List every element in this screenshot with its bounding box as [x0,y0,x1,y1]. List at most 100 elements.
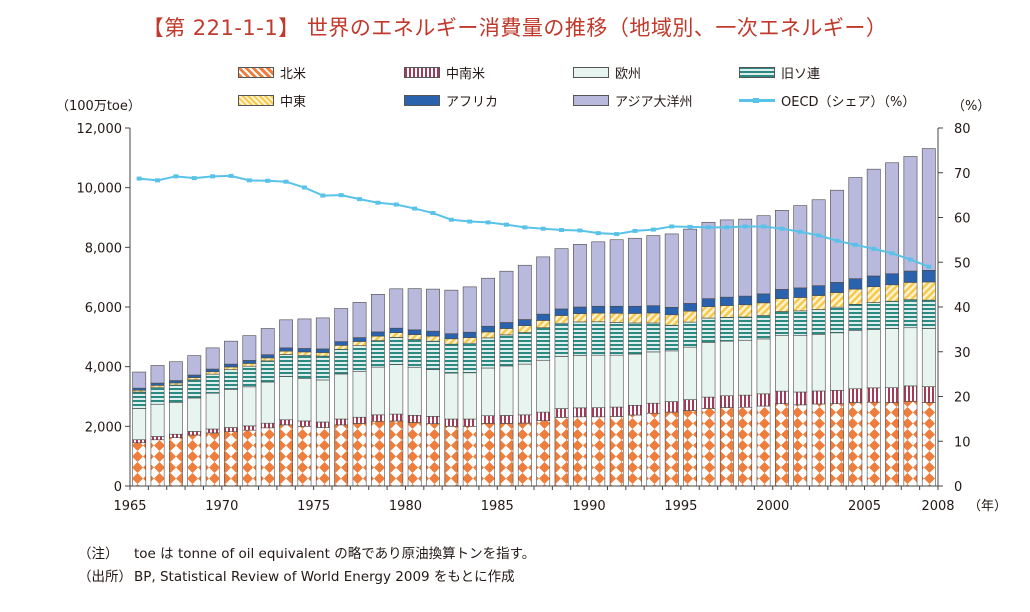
bar-segment-former_soviet-1994 [664,324,679,352]
oecd-point-1970 [228,173,234,178]
bar-segment-europe-1989 [572,355,587,409]
x-tick-label: 1990 [573,499,606,514]
bar-segment-asia_pacific-2008 [921,148,936,271]
bar-segment-asia_pacific-1992 [628,237,642,307]
bar-segment-asia_pacific-2005 [866,168,881,277]
bar-segment-north_america-1992 [628,414,642,487]
y-tick-label: 10,000 [77,182,123,197]
bar-segment-asia_pacific-1981 [426,288,440,332]
legend-label: 欧州 [615,66,642,82]
bar-segment-north_america-2007 [903,400,918,487]
bar-segment-asia_pacific-1970 [224,340,238,365]
bar-segment-former_soviet-2006 [885,300,899,329]
bar-segment-latin_america-2001 [793,391,808,406]
y-tick-label: 4,000 [85,361,122,376]
horizontal-stripe-swatch [739,66,775,78]
bar-segment-europe-2004 [848,330,863,390]
bar-segment-middle_east-1968 [187,377,202,381]
bar-segment-former_soviet-1970 [224,369,238,390]
bar-segment-north_america-1965 [132,442,147,487]
bar-segment-africa-2000 [774,289,789,299]
oecd-point-1992 [632,228,638,233]
bar-segment-europe-1985 [499,365,514,416]
bar-segment-north_america-1996 [701,408,716,487]
bar-segment-europe-1966 [150,403,165,437]
bar-segment-middle_east-2000 [774,298,789,312]
legend-label: 中南米 [446,66,486,82]
bar-segment-latin_america-2007 [903,385,918,402]
bar-segment-former_soviet-1967 [169,384,183,403]
bar-segment-latin_america-1969 [205,428,220,434]
oecd-point-1981 [430,211,436,216]
bar-segment-latin_america-2008 [921,386,936,403]
diagonal-stripe-swatch [238,94,274,106]
bar-segment-europe-1976 [334,373,349,420]
bar-segment-latin_america-1990 [591,407,606,418]
bar-segment-africa-1997 [719,296,734,306]
bar-segment-north_america-1966 [150,439,165,487]
bar-segment-middle_east-1997 [719,305,734,318]
bar-segment-middle_east-1977 [352,341,367,346]
bar-segment-europe-2008 [921,328,936,387]
bar-segment-asia_pacific-1990 [591,241,606,307]
bar-segment-asia_pacific-1996 [701,221,716,299]
bar-segment-north_america-1986 [517,422,532,487]
legend-label: 北米 [280,66,307,82]
bar-segment-europe-1970 [224,389,238,428]
bar-segment-asia_pacific-2004 [848,177,863,279]
bar-segment-europe-2002 [811,334,826,392]
x-tick-label: 1975 [297,499,330,514]
chart-legend: 北米 中南米 欧州 旧ソ連 中東 アフリカ アジア大洋州 OECD（シェア）（%） [238,62,958,118]
bar-segment-middle_east-1995 [683,310,697,323]
bar-segment-north_america-1971 [242,429,257,487]
diamond-pattern-swatch [238,66,274,78]
bar-segment-asia_pacific-1995 [683,228,697,304]
bar-segment-europe-1988 [554,356,569,409]
footnote-source: （出所） BP, Statistical Review of World Ene… [78,566,535,589]
chart-title: 【第 221-1-1】 世界のエネルギー消費量の推移（地域別、一次エネルギー） [142,16,888,40]
bar-segment-africa-1986 [517,319,532,326]
oecd-point-1982 [448,217,454,222]
bar-segment-former_soviet-1992 [628,322,642,355]
bar-segment-north_america-2008 [921,402,936,487]
bar-segment-former_soviet-2001 [793,310,808,336]
oecd-point-2002 [816,233,822,238]
bar-segment-former_soviet-1982 [444,343,459,374]
bar-segment-africa-2004 [848,278,863,290]
bar-segment-europe-1978 [370,366,385,416]
x-tick-label: 2000 [756,499,789,514]
bar-segment-latin_america-1966 [150,436,165,441]
bar-segment-asia_pacific-1965 [132,371,147,389]
bar-segment-asia_pacific-2002 [811,199,826,286]
bar-segment-europe-1968 [187,397,202,432]
bar-segment-former_soviet-2008 [921,299,936,329]
bar-segment-africa-2007 [903,270,918,283]
bar-segment-africa-1998 [738,295,753,306]
y2-tick-label: 10 [954,435,971,450]
bar-segment-north_america-1968 [187,434,202,487]
bar-segment-middle_east-2006 [885,284,899,302]
bar-segment-former_soviet-1996 [701,317,716,343]
bar-segment-latin_america-1991 [609,406,624,417]
bar-segment-former_soviet-1978 [370,340,385,368]
bar-segment-africa-2001 [793,287,808,298]
bar-segment-north_america-2004 [848,402,863,487]
bar-segment-north_america-2006 [885,402,899,487]
bar-segment-middle_east-1982 [444,338,459,345]
bar-segment-latin_america-1992 [628,404,642,416]
bar-segment-europe-1984 [481,367,496,417]
bar-segment-former_soviet-1986 [517,332,532,365]
bar-segment-europe-1975 [315,379,330,423]
bar-segment-africa-2006 [885,273,899,286]
bar-segment-europe-1986 [517,363,532,416]
bar-segment-latin_america-1973 [279,419,294,426]
bar-segment-europe-2001 [793,335,808,393]
bar-segment-europe-1977 [352,370,367,418]
y2-axis-label: （%） [952,99,990,114]
oecd-point-1975 [320,193,326,198]
bar-segment-europe-1993 [646,351,661,404]
footnote-note-label: （注） [78,546,119,562]
bar-segment-asia_pacific-2003 [830,189,844,283]
bar-segment-latin_america-1987 [536,411,551,421]
bar-segment-former_soviet-2005 [866,302,881,330]
